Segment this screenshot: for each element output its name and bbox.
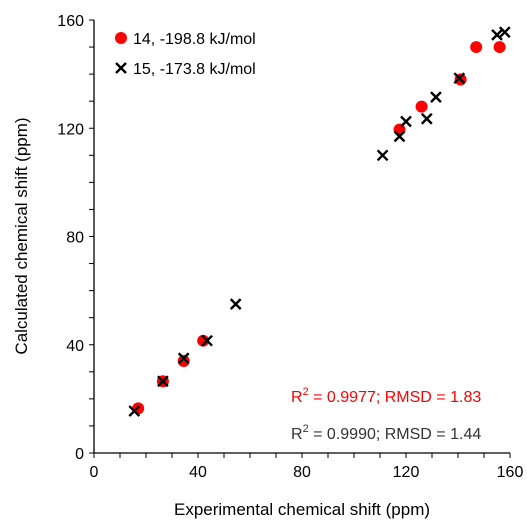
x-marker-stroke (491, 29, 503, 41)
y-tick-label: 40 (66, 338, 84, 355)
series-15-point (177, 352, 190, 365)
series-14-point (177, 354, 190, 367)
series-15-point (128, 405, 141, 417)
x-tick-label: 160 (497, 464, 524, 481)
series-15-point (491, 29, 503, 41)
legend-marker (115, 62, 127, 74)
x-marker-stroke (498, 26, 511, 39)
x-marker-stroke (177, 352, 190, 365)
y-tick-label: 160 (57, 13, 84, 30)
series-14-point (470, 41, 483, 54)
x-axis-label: Experimental chemical shift (ppm) (174, 500, 430, 519)
data-marks (128, 26, 511, 417)
series-15-point (400, 115, 412, 128)
x-marker-stroke (453, 72, 466, 85)
series-15-point (430, 91, 442, 103)
x-marker-stroke (393, 130, 406, 143)
series-15-point (157, 375, 169, 388)
x-marker-stroke (128, 405, 141, 417)
series-15-point (498, 26, 511, 39)
x-marker-stroke (400, 115, 412, 128)
x-marker-stroke (201, 334, 213, 347)
y-tick-label: 80 (66, 230, 84, 247)
x-tick-label: 80 (293, 464, 311, 481)
x-tick-label: 120 (393, 464, 420, 481)
annotations: R2 = 0.9977; RMSD = 1.83 R2 = 0.9990; RMS… (291, 386, 481, 443)
x-tick-label: 0 (90, 464, 99, 481)
series-14-point (197, 334, 210, 347)
y-tick-label: 0 (75, 446, 84, 463)
series-14-point (415, 100, 428, 113)
x-marker-stroke (430, 91, 442, 103)
fit-statistic: R2 = 0.9990; RMSD = 1.44 (291, 423, 481, 443)
x-marker-stroke (157, 375, 169, 388)
x-marker-stroke (115, 62, 127, 74)
x-tick-label: 40 (189, 464, 207, 481)
x-marker-stroke (229, 298, 242, 311)
x-marker-stroke (420, 112, 433, 125)
legend-label: 15, -173.8 kJ/mol (133, 61, 256, 78)
series-15-point (420, 112, 433, 125)
legend-marker (115, 32, 127, 44)
y-tick-label: 120 (57, 121, 84, 138)
y-axis-label: Calculated chemical shift (ppm) (12, 117, 31, 354)
series-15-point (229, 298, 242, 311)
legend: 14, -198.8 kJ/mol 15, -173.8 kJ/mol (115, 31, 256, 78)
series-15-point (393, 130, 406, 143)
axes: 0 40 80 120 160 0 40 80 120 160 (57, 13, 523, 481)
x-marker-stroke (376, 149, 389, 162)
series-15-point (376, 149, 389, 162)
fit-statistic: R2 = 0.9977; RMSD = 1.83 (291, 386, 481, 406)
legend-label: 14, -198.8 kJ/mol (133, 31, 256, 48)
series-15-point (453, 72, 466, 85)
series-15-point (201, 334, 213, 347)
series-14-point (493, 41, 506, 54)
